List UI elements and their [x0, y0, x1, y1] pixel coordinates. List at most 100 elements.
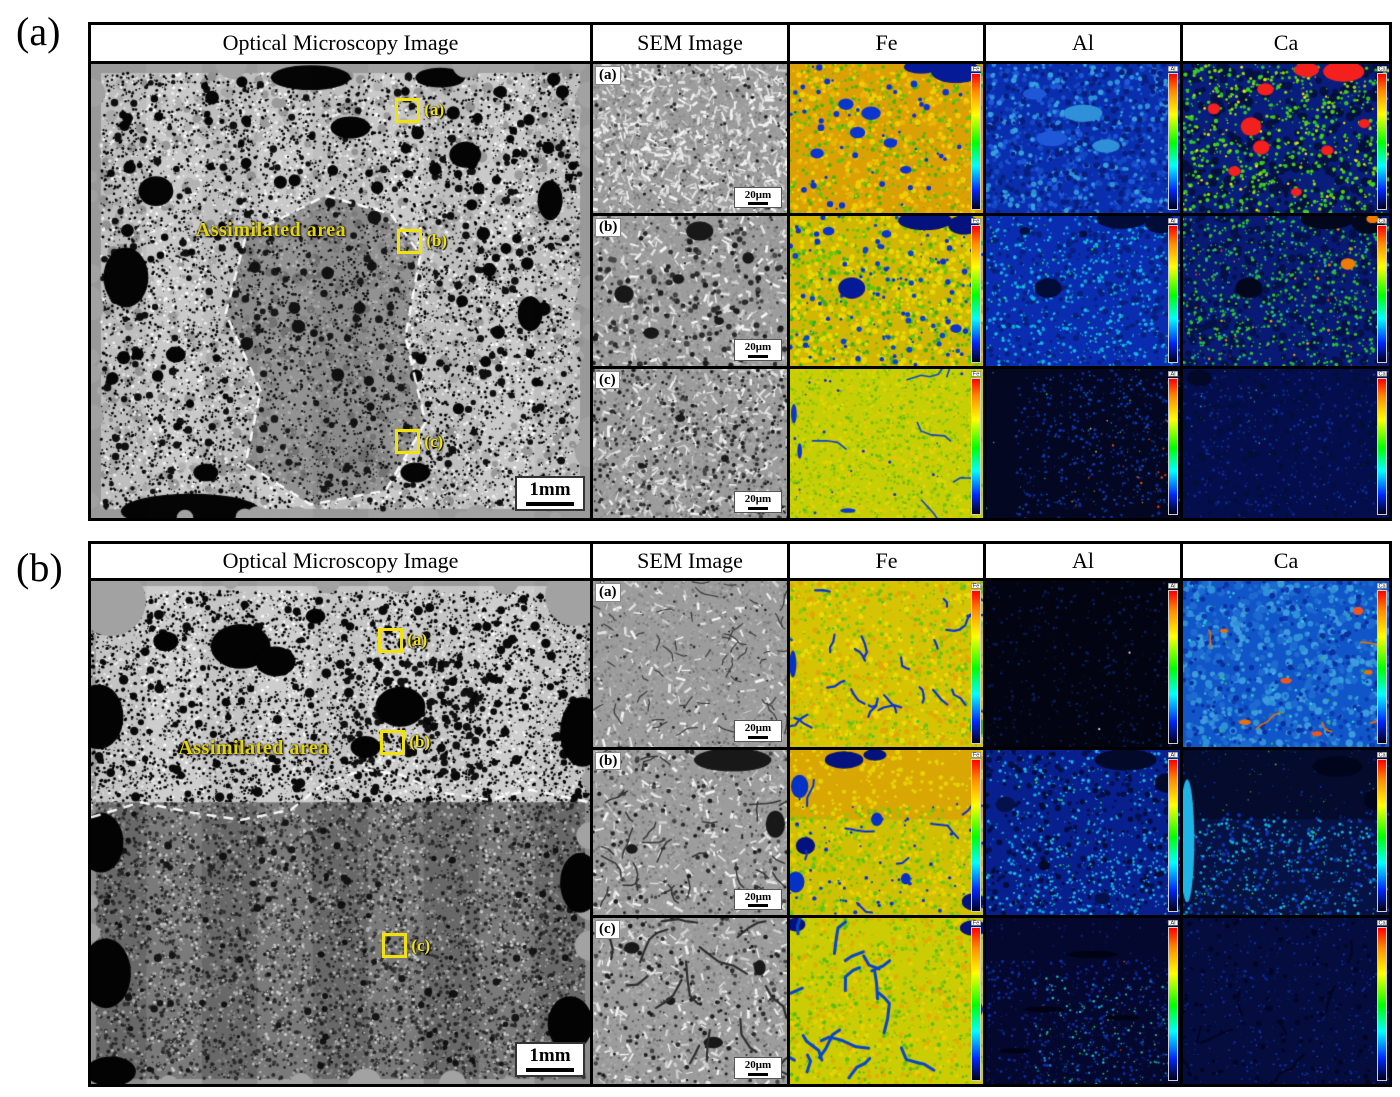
ca-map-canvas	[1183, 216, 1389, 366]
sem-row-label: (c)	[595, 370, 620, 390]
colorbar: Al	[1168, 218, 1179, 363]
al-map-canvas	[986, 918, 1180, 1084]
panel-b-row-c-ca-map: Ca	[1183, 918, 1389, 1084]
sem-image-canvas	[593, 918, 787, 1084]
colorbar-label: Fe	[971, 582, 982, 589]
scale-bar-20um: 20μm	[734, 720, 782, 742]
region-marker-label-a: (a)	[407, 630, 428, 650]
colorbar: Fe	[971, 919, 982, 1081]
header-al: Al	[986, 544, 1180, 578]
region-marker-label-a: (a)	[424, 100, 445, 120]
sem-row-label: (c)	[595, 920, 620, 939]
region-marker-label-b: (b)	[409, 732, 431, 752]
panel-a-row-c-fe-map: Fe	[790, 368, 983, 518]
colorbar-gradient	[1377, 377, 1387, 515]
colorbar-gradient	[971, 927, 981, 1081]
colorbar: Ca	[1377, 751, 1388, 913]
scale-bar-line	[748, 1073, 768, 1076]
header-fe: Fe	[790, 25, 983, 61]
scale-bar-line	[748, 506, 768, 510]
panel-b-row-b-ca-map: Ca	[1183, 749, 1389, 916]
ca-map-canvas	[1183, 749, 1389, 916]
colorbar: Ca	[1377, 370, 1388, 515]
panel-b-row-b-al-map: Al	[986, 749, 1180, 916]
al-map-canvas	[986, 581, 1180, 747]
colorbar-gradient	[1168, 758, 1178, 913]
scale-bar-line	[748, 735, 768, 739]
scale-bar-line	[526, 1068, 574, 1072]
region-marker-label-c: (c)	[424, 431, 444, 451]
panel-b-row-a-al-map: Al	[986, 581, 1180, 747]
panel-a-label: (a)	[16, 9, 61, 54]
sem-row-label: (b)	[595, 751, 622, 771]
colorbar: Al	[1168, 920, 1179, 1081]
panel-a-row-a-fe-map: Fe	[790, 64, 983, 214]
header-ca: Ca	[1183, 25, 1389, 61]
scale-bar-line	[748, 202, 768, 206]
colorbar-gradient	[1168, 225, 1178, 363]
panel-a-row-c-sem: (c) 20μm	[593, 368, 787, 518]
scale-bar-20um-text: 20μm	[744, 722, 772, 735]
colorbar-gradient	[1377, 73, 1387, 211]
assimilated-area-annotation: Assimilated area	[195, 219, 347, 242]
colorbar: Ca	[1377, 920, 1388, 1081]
header-sem-image: SEM Image	[593, 25, 787, 61]
al-map-canvas	[986, 368, 1180, 518]
colorbar-label: Fe	[971, 370, 982, 377]
colorbar-gradient	[971, 377, 981, 515]
colorbar: Al	[1168, 66, 1179, 211]
colorbar-label: Al	[1168, 218, 1179, 224]
scale-bar-20um: 20μm	[734, 1057, 782, 1079]
colorbar: Ca	[1377, 66, 1388, 211]
optical-micrograph-canvas	[91, 581, 590, 1084]
header-sem-image: SEM Image	[593, 544, 787, 578]
ca-map-canvas	[1183, 368, 1389, 518]
colorbar-label: Al	[1168, 920, 1179, 926]
panel-b-optical-micrograph: (a) (b) (c) Assimilated area 1mm	[91, 581, 590, 1084]
scale-bar-20um: 20μm	[734, 339, 782, 361]
al-map-canvas	[986, 216, 1180, 366]
sem-row-label: (b)	[595, 218, 622, 237]
panel-a-optical-micrograph: (a) (b) (c) Assimilated area 1mm	[91, 64, 590, 518]
colorbar: Ca	[1377, 218, 1388, 363]
colorbar-label: Ca	[1377, 370, 1388, 377]
colorbar-gradient	[1168, 377, 1178, 515]
fe-map-canvas	[790, 216, 983, 366]
panel-a-row-a-sem: (a) 20μm	[593, 64, 787, 214]
header-optical-microscopy: Optical Microscopy Image	[91, 25, 590, 61]
fe-map-canvas	[790, 749, 983, 916]
panel-b-row-a-fe-map: Fe	[790, 581, 983, 747]
colorbar-gradient	[1168, 590, 1178, 744]
scale-bar-20um-text: 20μm	[744, 188, 772, 201]
scale-bar-20um-text: 20μm	[744, 1059, 772, 1072]
panel-a-row-b-sem: (b) 20μm	[593, 216, 787, 366]
panel-b-row-a-ca-map: Ca	[1183, 581, 1389, 747]
panel-a-row-c-ca-map: Ca	[1183, 368, 1389, 518]
panel-a-row-a-ca-map: Ca	[1183, 64, 1389, 214]
scale-bar-line	[748, 904, 768, 908]
fe-map-canvas	[790, 64, 983, 214]
colorbar-gradient	[971, 225, 981, 363]
colorbar: Ca	[1377, 583, 1388, 744]
colorbar-gradient	[1377, 225, 1387, 363]
al-map-canvas	[986, 64, 1180, 214]
region-marker-box-b	[379, 729, 405, 755]
scale-bar-1mm-text: 1mm	[529, 479, 571, 501]
sem-image-canvas	[593, 581, 787, 747]
fe-map-canvas	[790, 581, 983, 747]
scale-bar-20um-text: 20μm	[744, 341, 772, 354]
region-marker-box-a	[394, 98, 420, 124]
scale-bar-20um-text: 20μm	[744, 493, 772, 506]
panel-b-row-c-sem: (c) 20μm	[593, 918, 787, 1084]
ca-map-canvas	[1183, 64, 1389, 214]
scale-bar-line	[748, 354, 768, 358]
colorbar: Fe	[971, 66, 982, 211]
sem-row-label: (a)	[595, 583, 621, 602]
colorbar: Al	[1168, 370, 1179, 515]
panel-a-row-b-al-map: Al	[986, 216, 1180, 366]
region-marker-box-c	[381, 933, 407, 959]
colorbar-label: Fe	[971, 919, 982, 926]
panel-a-row-b-fe-map: Fe	[790, 216, 983, 366]
assimilated-area-annotation: Assimilated area	[178, 736, 329, 759]
header-fe: Fe	[790, 544, 983, 578]
